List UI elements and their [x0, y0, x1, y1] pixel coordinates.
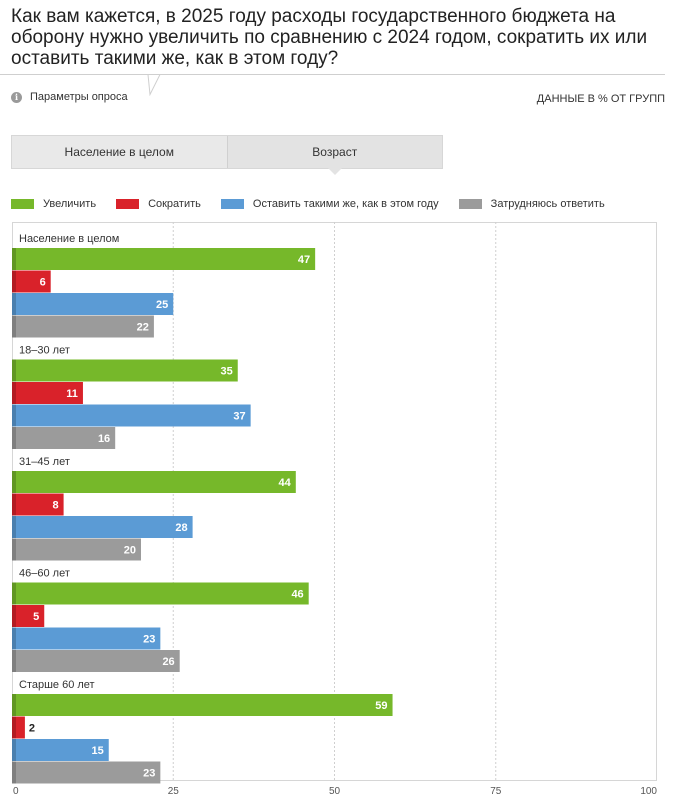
chart-title: Как вам кажется, в 2025 году расходы гос…: [11, 6, 648, 69]
tab-age[interactable]: Возраст: [226, 136, 442, 175]
legend-swatch-keep: [220, 199, 244, 209]
value-label: 22: [137, 322, 149, 334]
bar-edge: [12, 270, 16, 293]
legend-label-decrease: Сократить: [148, 198, 201, 210]
bar-edge: [12, 582, 16, 605]
value-label: 35: [221, 366, 233, 378]
bar-unsure[interactable]: [12, 427, 116, 449]
bar-decrease[interactable]: [12, 270, 51, 293]
bar-decrease[interactable]: [12, 382, 83, 404]
bar-edge: [12, 516, 16, 538]
value-label: 44: [279, 477, 292, 489]
category-label: 18–30 лет: [19, 345, 70, 357]
bar-decrease[interactable]: [12, 605, 45, 627]
legend-swatch-decrease: [116, 199, 140, 209]
bar-edge: [12, 650, 16, 672]
bar-increase[interactable]: [12, 582, 309, 605]
bar-keep[interactable]: [12, 739, 109, 761]
bar-keep[interactable]: [12, 627, 161, 650]
x-tick-label: 50: [329, 786, 341, 797]
category-label: Старше 60 лет: [19, 679, 95, 691]
bar-keep[interactable]: [12, 516, 193, 538]
bar-edge: [12, 761, 16, 784]
bar-keep[interactable]: [12, 293, 174, 315]
value-label: 59: [375, 700, 387, 712]
value-label: 46: [291, 589, 303, 601]
bar-unsure[interactable]: [12, 315, 154, 338]
legend-swatch-unsure: [458, 199, 482, 209]
bar-increase[interactable]: [12, 471, 296, 493]
bar-edge: [12, 248, 16, 270]
value-label: 11: [66, 388, 78, 400]
legend-item-keep[interactable]: Оставить такими же, как в этом году: [220, 198, 439, 210]
bar-keep[interactable]: [12, 404, 251, 427]
bar-decrease[interactable]: [12, 716, 25, 739]
legend-swatch-increase: [11, 199, 34, 209]
tab-bar: Население в целом Возраст: [11, 135, 443, 175]
tab-population-total[interactable]: Население в целом: [64, 145, 174, 159]
x-tick-label: 25: [168, 786, 180, 797]
value-label: 25: [156, 299, 168, 311]
legend: Увеличить Сократить Оставить такими же, …: [11, 198, 625, 210]
x-tick-label: 0: [13, 786, 19, 797]
bar-edge: [12, 315, 16, 338]
bar-increase[interactable]: [12, 694, 393, 716]
bar-edge: [12, 605, 16, 627]
legend-item-unsure[interactable]: Затрудняюсь ответить: [458, 198, 605, 210]
value-label: 8: [52, 500, 58, 512]
bar-unsure[interactable]: [12, 650, 180, 672]
bar-unsure[interactable]: [12, 761, 161, 784]
value-label: 15: [92, 745, 104, 757]
bar-edge: [12, 471, 16, 493]
x-tick-label: 100: [640, 786, 657, 797]
bar-edge: [12, 293, 16, 315]
bar-edge: [12, 716, 16, 739]
bar-increase[interactable]: [12, 248, 316, 270]
value-label: 6: [40, 277, 46, 289]
category-label: 31–45 лет: [19, 456, 70, 468]
value-label: 47: [298, 254, 310, 266]
bar-unsure[interactable]: [12, 538, 141, 561]
category-label: Население в целом: [19, 233, 119, 245]
category-label: 46–60 лет: [19, 568, 70, 580]
value-label: 16: [98, 433, 110, 445]
title-divider: [0, 74, 665, 96]
bar-increase[interactable]: [12, 359, 238, 382]
bar-edge: [12, 404, 16, 427]
bar-edge: [12, 382, 16, 404]
bar-edge: [12, 694, 16, 716]
units-note: ДАННЫЕ В % ОТ ГРУПП: [536, 93, 665, 105]
x-tick-label: 75: [490, 786, 502, 797]
bar-edge: [12, 359, 16, 382]
value-label: 23: [143, 634, 155, 646]
bar-edge: [12, 493, 16, 516]
value-label: 28: [175, 522, 187, 534]
bar-edge: [12, 739, 16, 761]
bar-decrease[interactable]: [12, 493, 64, 516]
info-icon: i: [11, 91, 22, 103]
value-label: 2: [29, 723, 35, 735]
survey-params-label: Параметры опроса: [30, 91, 128, 103]
bar-edge: [12, 627, 16, 650]
legend-label-increase: Увеличить: [43, 198, 97, 210]
survey-params-link[interactable]: i Параметры опроса: [11, 91, 128, 103]
value-label: 5: [33, 611, 39, 623]
bar-edge: [12, 538, 16, 561]
value-label: 37: [233, 411, 245, 423]
value-label: 26: [162, 656, 174, 668]
legend-label-unsure: Затрудняюсь ответить: [490, 198, 605, 210]
bar-edge: [12, 427, 16, 449]
value-label: 23: [143, 768, 155, 780]
legend-label-keep: Оставить такими же, как в этом году: [252, 198, 439, 210]
legend-item-decrease[interactable]: Сократить: [116, 198, 201, 210]
legend-item-increase[interactable]: Увеличить: [11, 198, 96, 210]
value-label: 20: [124, 545, 136, 557]
